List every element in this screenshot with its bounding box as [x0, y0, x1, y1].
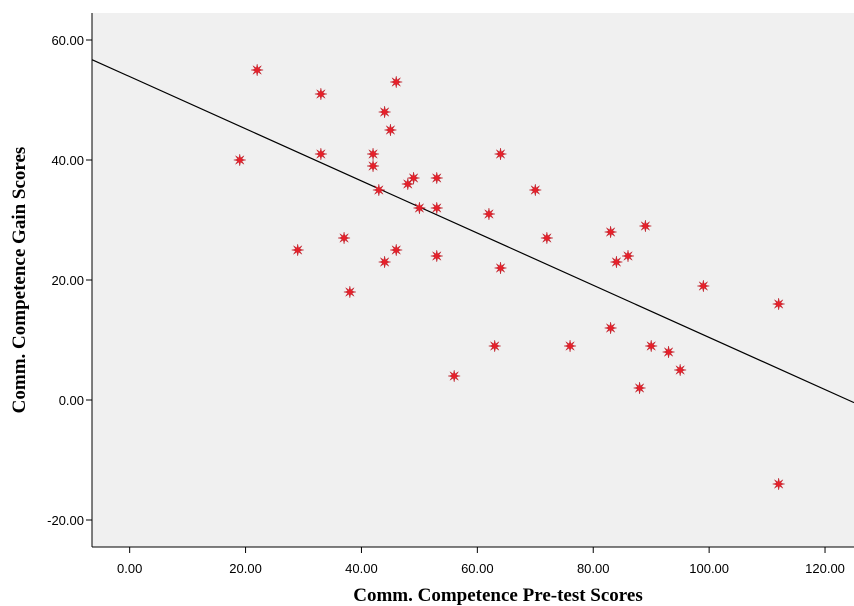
data-point [639, 219, 652, 233]
data-point [378, 255, 391, 269]
y-tick-label: -20.00 [47, 513, 84, 528]
data-point [621, 249, 635, 263]
y-axis-title: Comm. Competence Gain Scores [9, 147, 30, 414]
data-point [604, 225, 617, 239]
data-point [604, 321, 617, 335]
data-point [291, 243, 304, 257]
data-point [430, 171, 443, 185]
data-point [378, 105, 391, 119]
data-point [674, 363, 687, 377]
data-point [529, 183, 542, 197]
data-point [645, 339, 658, 353]
x-tick-label: 120.00 [805, 561, 845, 576]
data-point [448, 369, 461, 383]
data-point [540, 231, 553, 245]
data-point [610, 255, 623, 269]
data-point [251, 63, 264, 77]
data-point [772, 477, 785, 491]
data-point [494, 147, 507, 161]
x-tick-label: 100.00 [689, 561, 729, 576]
data-point [413, 201, 426, 215]
data-point [407, 171, 420, 185]
x-tick-label: 0.00 [117, 561, 142, 576]
data-point [338, 231, 351, 245]
x-tick-label: 20.00 [229, 561, 262, 576]
data-point [390, 243, 403, 257]
data-point [366, 147, 380, 161]
data-point [314, 87, 327, 101]
data-point [662, 345, 675, 359]
y-tick-label: 60.00 [51, 33, 84, 48]
plot-area [92, 13, 854, 547]
data-point [772, 297, 785, 311]
data-point [372, 183, 385, 197]
data-point [488, 339, 501, 353]
fit-line [91, 59, 854, 404]
y-tick-label: 40.00 [51, 153, 84, 168]
x-tick-label: 40.00 [345, 561, 378, 576]
data-point [343, 285, 356, 299]
data-point [494, 261, 507, 275]
data-point [697, 279, 710, 293]
data-point [314, 147, 327, 161]
data-point [633, 381, 646, 395]
x-axis-title: Comm. Competence Pre-test Scores [353, 585, 642, 606]
data-point [384, 123, 397, 137]
data-point [430, 249, 443, 263]
data-point [233, 153, 246, 167]
data-point [430, 201, 443, 215]
y-tick-label: 20.00 [51, 273, 84, 288]
data-point [366, 159, 380, 173]
data-point [564, 339, 577, 353]
data-point [482, 207, 495, 221]
x-tick-label: 80.00 [577, 561, 610, 576]
x-tick-label: 60.00 [461, 561, 494, 576]
y-tick-label: 0.00 [59, 393, 84, 408]
data-point [390, 75, 403, 89]
